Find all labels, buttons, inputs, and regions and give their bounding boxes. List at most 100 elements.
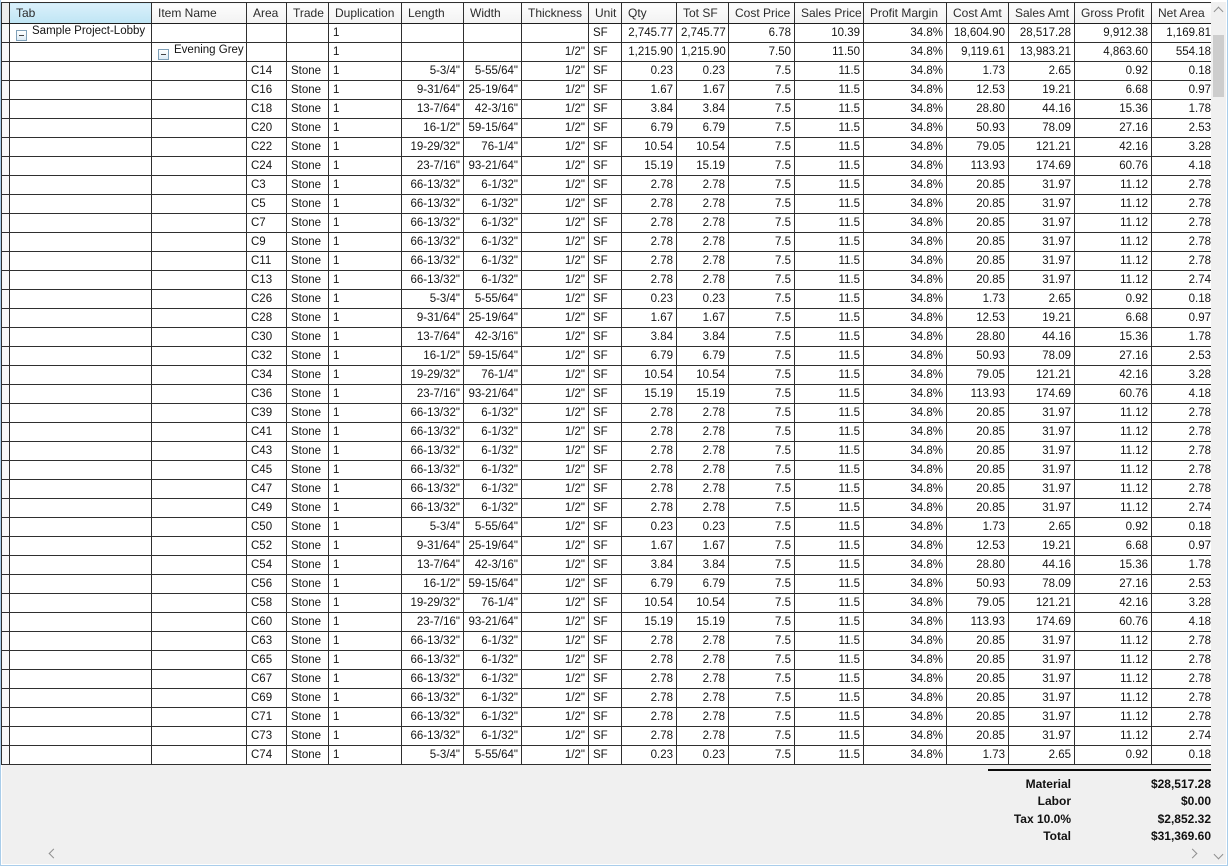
- cell-gross_profit[interactable]: 60.76: [1074, 384, 1152, 404]
- cell-tot_sf[interactable]: 2.78: [676, 460, 729, 480]
- cell-tab[interactable]: [9, 536, 152, 556]
- cell-area[interactable]: C45: [246, 460, 287, 480]
- cell-area[interactable]: C32: [246, 346, 287, 366]
- cell-duplication[interactable]: 1: [328, 194, 402, 214]
- cell-trade[interactable]: Stone: [286, 308, 329, 328]
- cell-gross_profit[interactable]: 11.12: [1074, 631, 1152, 651]
- cell-gross_profit[interactable]: 11.12: [1074, 707, 1152, 727]
- cell-sales_price[interactable]: 11.5: [794, 574, 864, 594]
- cell-duplication[interactable]: 1: [328, 441, 402, 461]
- cell-cost_amt[interactable]: 20.85: [946, 460, 1009, 480]
- cell-length[interactable]: 23-7/16": [401, 156, 464, 176]
- cell-trade[interactable]: Stone: [286, 156, 329, 176]
- cell-cost_price[interactable]: 7.5: [728, 403, 795, 423]
- column-header-length[interactable]: Length: [401, 2, 464, 24]
- cell-cost_price[interactable]: 7.5: [728, 327, 795, 347]
- cell-area[interactable]: C43: [246, 441, 287, 461]
- cell-unit[interactable]: SF: [588, 232, 622, 252]
- cell-net_area[interactable]: 2.78: [1151, 232, 1214, 252]
- cell-sales_price[interactable]: 11.5: [794, 194, 864, 214]
- cell-item_name[interactable]: [151, 403, 247, 423]
- cell-sales_amt[interactable]: 31.97: [1008, 213, 1075, 233]
- cell-length[interactable]: 66-13/32": [401, 688, 464, 708]
- cell-tab[interactable]: [9, 707, 152, 727]
- cell-unit[interactable]: SF: [588, 137, 622, 157]
- cell-cost_amt[interactable]: 20.85: [946, 270, 1009, 290]
- cell-net_area[interactable]: 2.78: [1151, 669, 1214, 689]
- cell-cost_price[interactable]: 7.5: [728, 346, 795, 366]
- cell-item_name[interactable]: [151, 61, 247, 81]
- cell-duplication[interactable]: 1: [328, 175, 402, 195]
- cell-unit[interactable]: SF: [588, 536, 622, 556]
- cell-gross_profit[interactable]: 60.76: [1074, 156, 1152, 176]
- cell-cost_amt[interactable]: 50.93: [946, 574, 1009, 594]
- cell-thickness[interactable]: 1/2": [521, 498, 589, 518]
- cell-thickness[interactable]: 1/2": [521, 61, 589, 81]
- cell-cost_price[interactable]: 7.5: [728, 61, 795, 81]
- cell-gross_profit[interactable]: 11.12: [1074, 175, 1152, 195]
- cell-sales_price[interactable]: 11.5: [794, 479, 864, 499]
- cell-thickness[interactable]: 1/2": [521, 574, 589, 594]
- cell-cost_price[interactable]: 7.5: [728, 536, 795, 556]
- cell-tot_sf[interactable]: 2.78: [676, 650, 729, 670]
- cell-tot_sf[interactable]: 15.19: [676, 156, 729, 176]
- cell-cost_price[interactable]: 7.5: [728, 175, 795, 195]
- cell-width[interactable]: 6-1/32": [463, 650, 522, 670]
- cell-length[interactable]: 66-13/32": [401, 707, 464, 727]
- cell-area[interactable]: C36: [246, 384, 287, 404]
- cell-sales_price[interactable]: 11.5: [794, 327, 864, 347]
- cell-trade[interactable]: Stone: [286, 289, 329, 309]
- cell-item_name[interactable]: [151, 270, 247, 290]
- cell-width[interactable]: 6-1/32": [463, 498, 522, 518]
- cell-sales_amt[interactable]: 31.97: [1008, 498, 1075, 518]
- cell-thickness[interactable]: 1/2": [521, 137, 589, 157]
- cell-cost_price[interactable]: 7.5: [728, 213, 795, 233]
- cell-sales_price[interactable]: 11.5: [794, 156, 864, 176]
- cell-area[interactable]: C11: [246, 251, 287, 271]
- cell-net_area[interactable]: 0.18: [1151, 61, 1214, 81]
- cell-gross_profit[interactable]: 11.12: [1074, 270, 1152, 290]
- cell-thickness[interactable]: 1/2": [521, 308, 589, 328]
- cell-profit_margin[interactable]: 34.8%: [863, 517, 947, 537]
- cell-duplication[interactable]: 1: [328, 460, 402, 480]
- cell-qty[interactable]: 2.78: [621, 403, 677, 423]
- cell-duplication[interactable]: 1: [328, 251, 402, 271]
- scroll-left-icon[interactable]: [48, 848, 59, 859]
- cell-sales_price[interactable]: 11.5: [794, 726, 864, 746]
- cell-tab[interactable]: [9, 384, 152, 404]
- cell-sales_price[interactable]: 11.5: [794, 251, 864, 271]
- cell-trade[interactable]: Stone: [286, 61, 329, 81]
- cell-unit[interactable]: SF: [588, 574, 622, 594]
- cell-thickness[interactable]: 1/2": [521, 175, 589, 195]
- cell-sales_price[interactable]: 11.5: [794, 593, 864, 613]
- cell-tot_sf[interactable]: 15.19: [676, 612, 729, 632]
- cell-cost_price[interactable]: 7.5: [728, 422, 795, 442]
- cell-tot_sf[interactable]: 2.78: [676, 631, 729, 651]
- cell-tot_sf[interactable]: 0.23: [676, 289, 729, 309]
- cell-unit[interactable]: SF: [588, 42, 622, 62]
- cell-trade[interactable]: Stone: [286, 707, 329, 727]
- cell-net_area[interactable]: 2.78: [1151, 422, 1214, 442]
- cell-net_area[interactable]: 3.28: [1151, 593, 1214, 613]
- cell-sales_price[interactable]: 11.5: [794, 99, 864, 119]
- cell-tab[interactable]: [9, 194, 152, 214]
- cell-duplication[interactable]: 1: [328, 745, 402, 765]
- cell-item_name[interactable]: [151, 726, 247, 746]
- cell-area[interactable]: C14: [246, 61, 287, 81]
- cell-length[interactable]: 19-29/32": [401, 365, 464, 385]
- cell-duplication[interactable]: 1: [328, 555, 402, 575]
- cell-sales_price[interactable]: 11.5: [794, 308, 864, 328]
- cell-trade[interactable]: Stone: [286, 213, 329, 233]
- cell-length[interactable]: 9-31/64": [401, 536, 464, 556]
- cell-width[interactable]: 5-55/64": [463, 517, 522, 537]
- cell-cost_price[interactable]: 7.5: [728, 688, 795, 708]
- cell-gross_profit[interactable]: 60.76: [1074, 612, 1152, 632]
- cell-cost_price[interactable]: 6.78: [728, 23, 795, 43]
- cell-duplication[interactable]: 1: [328, 61, 402, 81]
- cell-trade[interactable]: [286, 42, 329, 62]
- cell-gross_profit[interactable]: 0.92: [1074, 517, 1152, 537]
- cell-qty[interactable]: 0.23: [621, 61, 677, 81]
- cell-length[interactable]: 13-7/64": [401, 327, 464, 347]
- cell-item_name[interactable]: [151, 118, 247, 138]
- cell-tot_sf[interactable]: 2.78: [676, 498, 729, 518]
